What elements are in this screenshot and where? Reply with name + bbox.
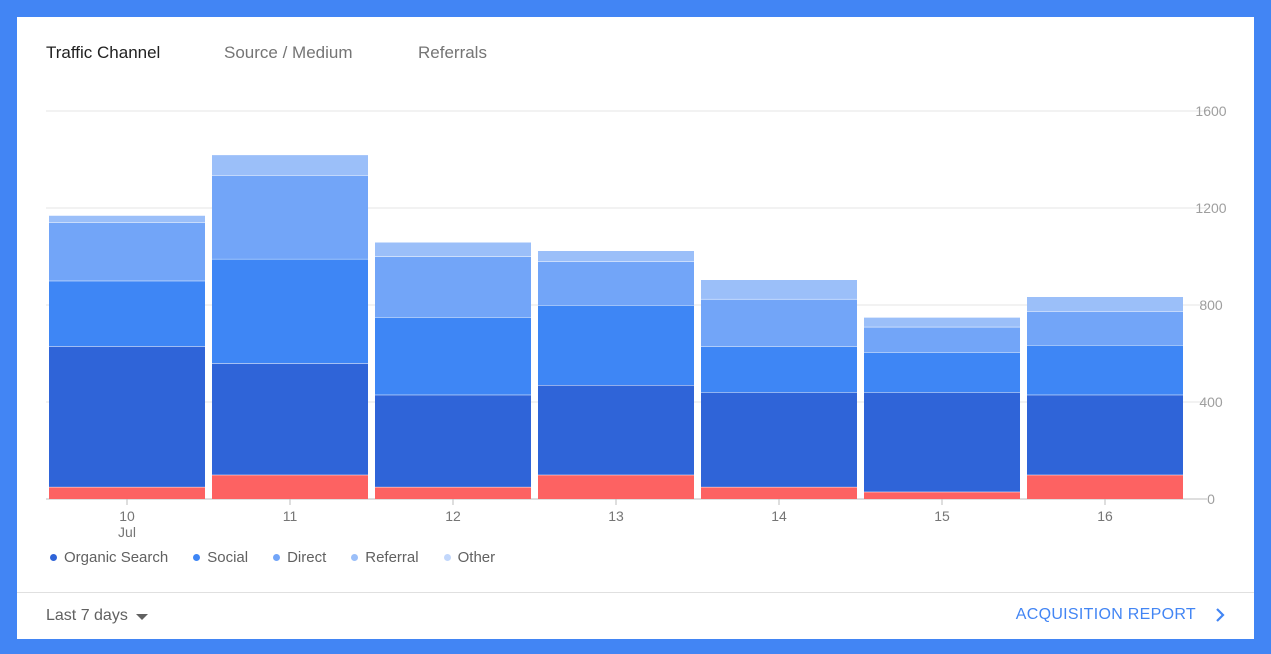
legend-swatch — [273, 553, 281, 561]
x-tick-sublabel: Jul — [118, 524, 136, 540]
x-tick-label: 10 — [119, 508, 135, 524]
bar-segment — [701, 298, 857, 347]
bar-segment — [864, 317, 1020, 327]
legend-item[interactable]: Direct — [273, 549, 326, 566]
bar-segment — [212, 258, 368, 364]
x-tick-label: 16 — [1097, 508, 1113, 524]
bar-segment — [538, 261, 694, 305]
bar-segment — [375, 241, 531, 257]
bar-segment — [864, 352, 1020, 393]
chevron-right-icon — [1216, 608, 1225, 622]
bar-segment — [49, 215, 205, 223]
y-tick-label: 800 — [1199, 297, 1223, 313]
x-tick-label: 12 — [445, 508, 461, 524]
legend-item[interactable]: Referral — [351, 548, 419, 566]
tab-source-medium[interactable]: Source / Medium — [224, 43, 353, 62]
bar-segment — [375, 394, 531, 487]
x-tick-label: 14 — [771, 508, 787, 524]
bar-segment — [538, 474, 694, 499]
bar-segment — [538, 385, 694, 475]
date-range-label: Last 7 days — [46, 607, 128, 624]
bar-segment — [538, 250, 694, 262]
legend-swatch — [50, 553, 57, 561]
bar-segment — [375, 256, 531, 318]
acquisition-report-link[interactable]: ACQUISITION REPORT — [1016, 606, 1228, 624]
bar-segment — [864, 326, 1020, 353]
chart-legend: Organic Search Social Direct Referral Other — [50, 547, 520, 567]
tab-referrals[interactable]: Referrals — [418, 43, 487, 62]
bar-segment — [701, 486, 857, 499]
y-tick-label: 1600 — [1195, 103, 1226, 119]
y-tick-label: 0 — [1207, 491, 1215, 507]
x-tick-label: 15 — [934, 508, 950, 524]
y-tick-label: 1200 — [1195, 200, 1226, 216]
bar-segment — [212, 175, 368, 259]
legend-label: Referral — [365, 548, 419, 566]
bar-segment — [701, 392, 857, 487]
legend-label: Other — [457, 548, 496, 566]
bar-segment — [49, 280, 205, 347]
bar-segment — [375, 486, 531, 499]
card-footer: Last 7 days ACQUISITION REPORT — [17, 592, 1254, 640]
bar-segment — [212, 363, 368, 475]
bar-segment — [1027, 345, 1183, 395]
bar-segment — [212, 474, 368, 499]
bar-segment — [49, 346, 205, 487]
legend-swatch — [351, 553, 359, 561]
bar-segment — [1027, 311, 1183, 346]
bar-segment — [701, 279, 857, 299]
legend-item[interactable]: Social — [193, 549, 248, 566]
bar-segment — [49, 222, 205, 281]
legend-item[interactable]: Other — [443, 548, 496, 566]
bar-segment — [1027, 474, 1183, 499]
bar-segment — [212, 154, 368, 176]
legend-swatch — [443, 553, 451, 561]
legend-label: Organic Search — [64, 548, 169, 566]
bar-segment — [538, 305, 694, 386]
card-top-strip — [17, 17, 194, 21]
legend-label: Social — [207, 548, 249, 566]
legend-swatch — [193, 553, 201, 561]
bar-segment — [1027, 394, 1183, 475]
tab-traffic-channel[interactable]: Traffic Channel — [46, 43, 161, 62]
date-range-dropdown[interactable]: Last 7 days — [46, 607, 148, 625]
bar-segment — [701, 346, 857, 393]
bar-segment — [375, 317, 531, 395]
traffic-card: Traffic Channel Source / Medium Referral… — [17, 17, 1254, 639]
bar-segment — [49, 486, 205, 499]
caret-down-icon — [135, 614, 148, 620]
legend-item[interactable]: Organic Search — [50, 549, 168, 566]
y-tick-label: 400 — [1199, 394, 1223, 410]
acquisition-report-label: ACQUISITION REPORT — [1015, 606, 1196, 623]
legend-label: Direct — [287, 548, 327, 566]
x-tick-label: 11 — [283, 508, 298, 524]
bar-segment — [864, 392, 1020, 492]
bar-segment — [1027, 296, 1183, 312]
bar-segment — [864, 491, 1020, 499]
tab-bar: Traffic Channel Source / Medium Referral… — [17, 17, 1254, 87]
x-tick-label: 13 — [608, 508, 624, 524]
